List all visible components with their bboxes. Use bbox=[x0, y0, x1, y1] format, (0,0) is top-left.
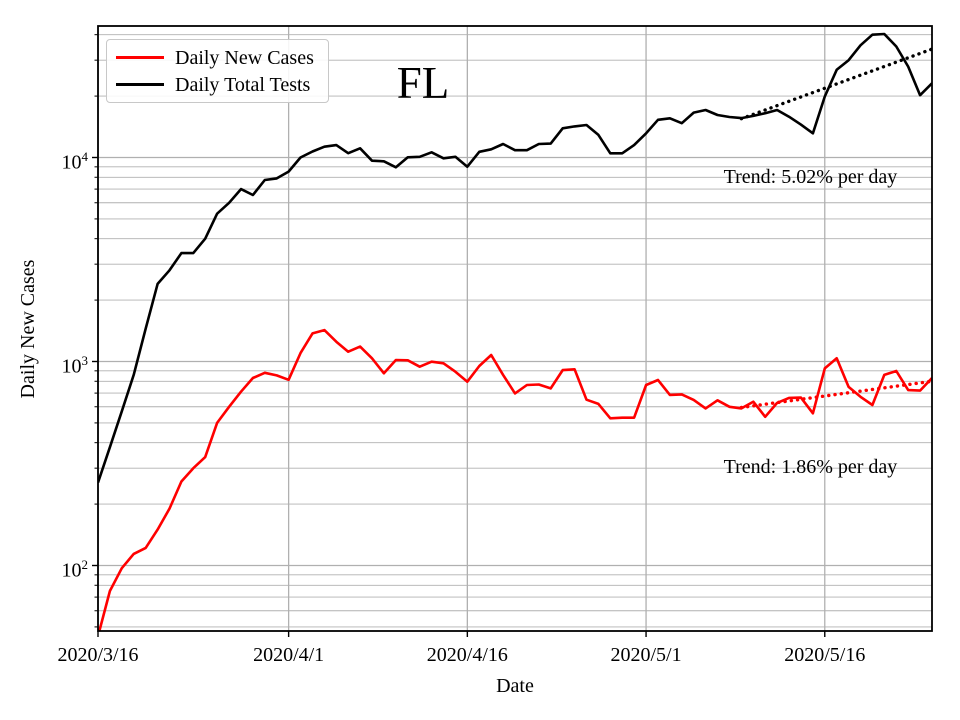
x-tick-label: 2020/4/16 bbox=[426, 644, 508, 666]
trend-annotation: Trend: 5.02% per day bbox=[723, 166, 898, 189]
legend-line-sample bbox=[116, 56, 164, 59]
legend-entry: Daily New Cases bbox=[116, 46, 322, 70]
trend-annotation: Trend: 1.86% per day bbox=[723, 455, 898, 478]
series-line-daily-total-tests bbox=[98, 32, 932, 484]
axes-spines bbox=[97, 25, 933, 632]
legend-entry: Daily Total Tests bbox=[116, 73, 322, 97]
series-line-daily-new-cases bbox=[98, 328, 932, 631]
x-tick-label: 2020/4/1 bbox=[253, 644, 325, 666]
legend-label: Daily New Cases bbox=[175, 46, 314, 69]
y-tick-label: 104 bbox=[61, 148, 89, 174]
trend-line bbox=[739, 379, 932, 410]
x-tick-label: 2020/3/16 bbox=[57, 644, 139, 666]
legend: Daily New Cases Daily Total Tests bbox=[106, 39, 329, 103]
x-tick-label: 2020/5/16 bbox=[784, 644, 866, 666]
x-axis-label: Date bbox=[496, 675, 534, 697]
trend-line bbox=[739, 47, 932, 121]
y-axis-label: Daily New Cases bbox=[17, 259, 39, 399]
legend-line-sample bbox=[116, 83, 164, 86]
x-tick-label: 2020/5/1 bbox=[610, 644, 682, 666]
legend-label: Daily Total Tests bbox=[175, 73, 311, 96]
y-tick-label: 102 bbox=[61, 556, 89, 582]
chart-title: FL bbox=[396, 58, 450, 108]
y-tick-label: 103 bbox=[61, 352, 89, 378]
